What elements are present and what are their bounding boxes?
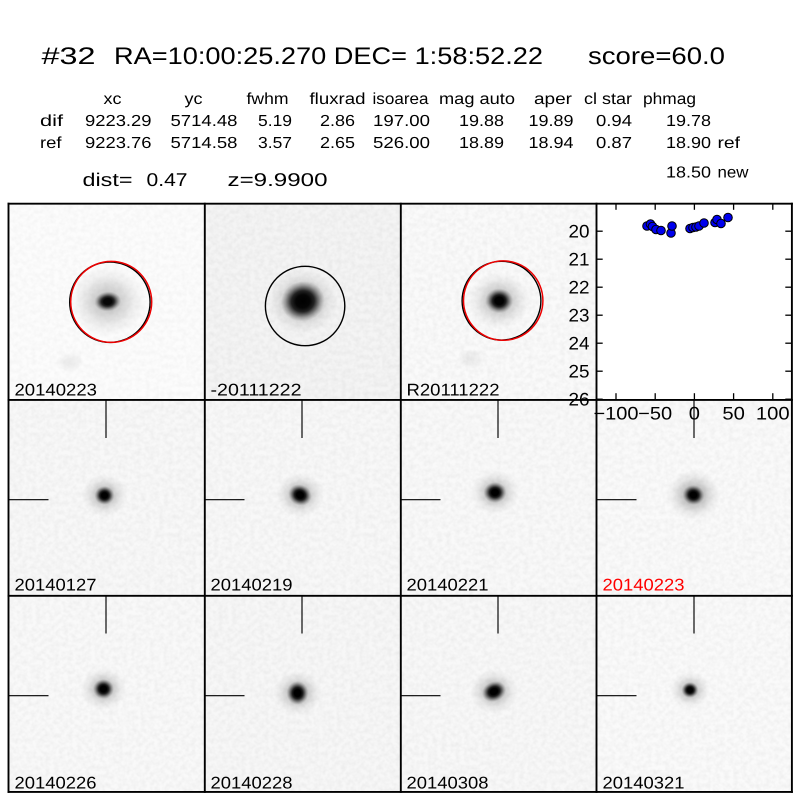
svg-text:50: 50 xyxy=(722,404,745,424)
svg-text:fwhm: fwhm xyxy=(247,91,289,108)
svg-text:19.78: 19.78 xyxy=(666,113,711,130)
svg-text:20140221: 20140221 xyxy=(407,576,489,595)
svg-text:21: 21 xyxy=(569,250,590,270)
svg-text:100: 100 xyxy=(756,404,790,424)
svg-text:197.00: 197.00 xyxy=(373,113,430,130)
svg-text:526.00: 526.00 xyxy=(373,135,430,152)
svg-text:18.90: 18.90 xyxy=(666,135,711,152)
svg-text:phmag: phmag xyxy=(643,91,696,108)
svg-text:5714.48: 5714.48 xyxy=(171,113,238,130)
svg-text:ref: ref xyxy=(718,135,741,152)
svg-text:3.57: 3.57 xyxy=(258,135,292,152)
svg-text:2.65: 2.65 xyxy=(320,135,355,152)
svg-text:aper: aper xyxy=(534,91,573,108)
svg-text:ref: ref xyxy=(40,135,62,152)
svg-text:20140223: 20140223 xyxy=(603,576,685,595)
svg-text:18.50: 18.50 xyxy=(666,165,711,182)
svg-text:24: 24 xyxy=(569,334,590,354)
svg-text:5.19: 5.19 xyxy=(258,113,292,130)
svg-text:23: 23 xyxy=(569,306,590,326)
svg-text:26: 26 xyxy=(569,390,590,410)
svg-text:mag auto: mag auto xyxy=(439,91,515,108)
svg-text:20140223: 20140223 xyxy=(15,381,98,400)
svg-text:score=60.0: score=60.0 xyxy=(588,43,725,70)
svg-text:19.88: 19.88 xyxy=(459,113,504,130)
svg-text:isoarea: isoarea xyxy=(373,91,429,108)
svg-text:xc: xc xyxy=(104,91,122,108)
svg-text:2.86: 2.86 xyxy=(320,113,355,130)
svg-text:22: 22 xyxy=(569,278,590,298)
svg-text:#32: #32 xyxy=(42,43,96,70)
svg-text:5714.58: 5714.58 xyxy=(171,135,238,152)
svg-text:0.47: 0.47 xyxy=(147,169,188,190)
svg-text:20140219: 20140219 xyxy=(211,576,293,595)
svg-text:20140321: 20140321 xyxy=(603,774,685,793)
svg-text:20140127: 20140127 xyxy=(15,576,97,595)
svg-text:20140228: 20140228 xyxy=(211,774,293,793)
svg-text:9223.76: 9223.76 xyxy=(85,135,152,152)
svg-text:−100: −100 xyxy=(594,404,639,424)
svg-text:9223.29: 9223.29 xyxy=(85,113,152,130)
svg-text:z=9.9900: z=9.9900 xyxy=(228,169,328,190)
svg-text:R20111222: R20111222 xyxy=(407,381,500,400)
svg-text:−50: −50 xyxy=(638,404,672,424)
svg-text:RA=10:00:25.270 DEC= 1:58:52.2: RA=10:00:25.270 DEC= 1:58:52.22 xyxy=(114,43,543,70)
svg-text:20: 20 xyxy=(569,222,590,242)
svg-text:yc: yc xyxy=(185,91,203,108)
svg-text:20140308: 20140308 xyxy=(407,774,489,793)
svg-text:dist=: dist= xyxy=(83,169,133,190)
svg-text:cl star: cl star xyxy=(584,91,633,108)
svg-text:18.89: 18.89 xyxy=(459,135,504,152)
svg-text:fluxrad: fluxrad xyxy=(310,91,366,108)
svg-text:18.94: 18.94 xyxy=(529,135,574,152)
svg-text:20140226: 20140226 xyxy=(15,774,97,793)
svg-text:0.94: 0.94 xyxy=(596,113,632,130)
svg-text:new: new xyxy=(718,165,749,182)
svg-text:-20111222: -20111222 xyxy=(211,381,302,400)
svg-text:0: 0 xyxy=(689,404,700,424)
svg-text:0.87: 0.87 xyxy=(596,135,632,152)
svg-text:19.89: 19.89 xyxy=(529,113,574,130)
svg-text:25: 25 xyxy=(569,362,590,382)
svg-text:dif: dif xyxy=(40,113,64,130)
